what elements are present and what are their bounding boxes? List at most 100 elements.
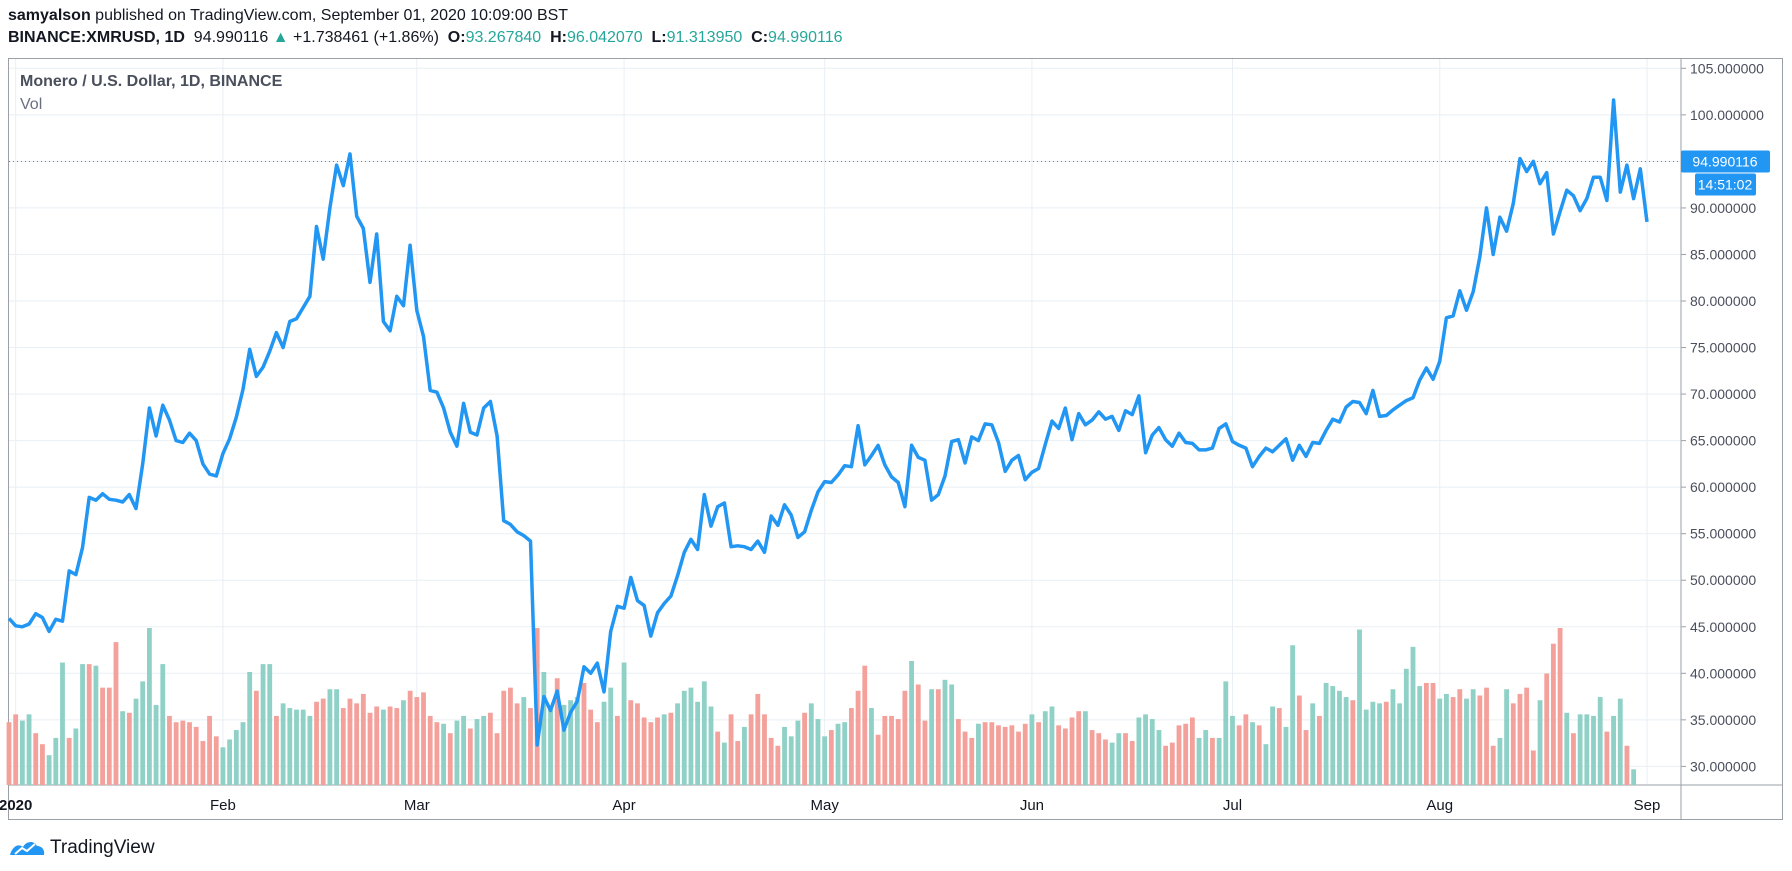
- volume-bar: [1103, 739, 1108, 785]
- volume-bar: [661, 714, 667, 785]
- y-tick-label: 70.000000: [1690, 386, 1756, 402]
- volume-bar: [1337, 690, 1342, 785]
- price-line[interactable]: [7, 98, 1649, 747]
- volume-bar: [1457, 689, 1463, 785]
- close-value: 94.990116: [768, 29, 843, 46]
- volume-bar: [1116, 733, 1122, 785]
- volume-bar: [1149, 719, 1155, 785]
- volume-bar: [675, 703, 680, 785]
- symbol-info: BINANCE:XMRUSD, 1D 94.990116 ▲ +1.738461…: [8, 28, 843, 48]
- volume-bar: [1370, 701, 1376, 785]
- low-label: L:: [651, 29, 667, 46]
- volume-bar: [508, 687, 513, 785]
- volume-bar: [1069, 717, 1075, 785]
- high-value: 96.042070: [566, 29, 643, 46]
- countdown-badge-label: 14:51:02: [1698, 176, 1753, 192]
- volume-bar: [1537, 700, 1543, 785]
- y-tick-label: 55.000000: [1690, 526, 1756, 542]
- volume-bar: [294, 709, 299, 785]
- volume-bar: [40, 744, 45, 785]
- y-tick-label: 100.000000: [1690, 107, 1764, 123]
- volume-bar: [1123, 733, 1128, 785]
- volume-bar: [173, 722, 179, 785]
- volume-bar: [835, 723, 841, 785]
- volume-bar: [1403, 668, 1409, 785]
- volume-bar: [447, 733, 453, 785]
- volume-bar: [715, 731, 721, 785]
- volume-bar: [1383, 701, 1389, 785]
- volume-bar: [942, 679, 948, 785]
- volume-bar: [1524, 687, 1530, 785]
- volume-bar: [387, 706, 393, 785]
- brand-name: TradingView: [50, 837, 155, 858]
- open-label: O:: [447, 29, 466, 46]
- volume-bar: [314, 701, 319, 785]
- volume-bar: [1062, 728, 1068, 785]
- volume-bar: [681, 690, 687, 785]
- volume-bar: [454, 720, 460, 785]
- volume-bar: [1510, 703, 1516, 785]
- volume-bar: [240, 722, 246, 785]
- volume-bar: [100, 687, 106, 785]
- x-tick-label: Jul: [1223, 797, 1242, 814]
- author-name[interactable]: samyalson: [8, 7, 91, 24]
- volume-bar: [748, 714, 754, 785]
- volume-bar: [1270, 706, 1276, 785]
- volume-bar: [467, 728, 473, 785]
- volume-bar: [1210, 737, 1215, 785]
- volume-bar: [1444, 693, 1449, 785]
- volume-bar: [1109, 742, 1115, 785]
- volume-bar: [340, 708, 346, 785]
- volume-bar: [955, 719, 961, 785]
- volume-bar: [354, 703, 360, 785]
- volume-bar: [775, 745, 781, 785]
- last-price: 94.990116: [193, 29, 269, 46]
- volume-bar: [1430, 682, 1436, 785]
- volume-bar: [274, 715, 279, 785]
- volume-bar: [267, 664, 273, 785]
- volume-bar: [1236, 725, 1242, 785]
- volume-bar: [1363, 709, 1369, 785]
- volume-bar: [768, 737, 774, 785]
- volume-bar: [33, 733, 39, 785]
- volume-bar: [1176, 725, 1182, 785]
- volume-bar: [828, 730, 834, 785]
- volume-bar: [394, 708, 400, 785]
- volume-bar: [60, 662, 65, 785]
- volume-bar: [334, 689, 340, 785]
- price-badge-label: 94.990116: [1692, 153, 1757, 169]
- y-tick-label: 85.000000: [1690, 246, 1756, 262]
- volume-bar: [1296, 695, 1302, 785]
- volume-bar: [260, 664, 266, 785]
- volume-bar: [1550, 643, 1556, 785]
- volume-bar: [66, 737, 72, 785]
- volume-bar: [1310, 703, 1316, 785]
- x-tick-label: Apr: [612, 797, 635, 814]
- volume-bar: [1591, 715, 1596, 785]
- volume-bar: [374, 706, 380, 785]
- x-tick-label: Jun: [1020, 797, 1044, 814]
- volume-bar: [648, 722, 654, 785]
- volume-bar: [514, 703, 520, 785]
- volume-bar: [875, 734, 881, 785]
- volume-bar: [521, 697, 527, 785]
- volume-bar: [19, 720, 25, 785]
- volume-bar: [541, 671, 547, 785]
- volume-bar: [1136, 717, 1142, 785]
- volume-bar: [153, 704, 159, 785]
- volume-bar: [1036, 722, 1042, 785]
- volume-bar: [46, 755, 52, 785]
- volume-bar: [1377, 703, 1382, 785]
- volume-bar: [755, 693, 761, 785]
- volume-bar: [1410, 646, 1416, 785]
- volume-bar: [1617, 698, 1623, 785]
- volume-bar: [1611, 715, 1616, 785]
- high-label: H:: [550, 29, 567, 46]
- volume-bar: [300, 709, 306, 785]
- chart-legend-title: Monero / U.S. Dollar, 1D, BINANCE: [20, 73, 283, 90]
- tradingview-brand[interactable]: TradingView: [8, 836, 155, 860]
- volume-bar: [1423, 682, 1429, 785]
- y-tick-label: 80.000000: [1690, 293, 1756, 309]
- volume-bar: [641, 717, 647, 785]
